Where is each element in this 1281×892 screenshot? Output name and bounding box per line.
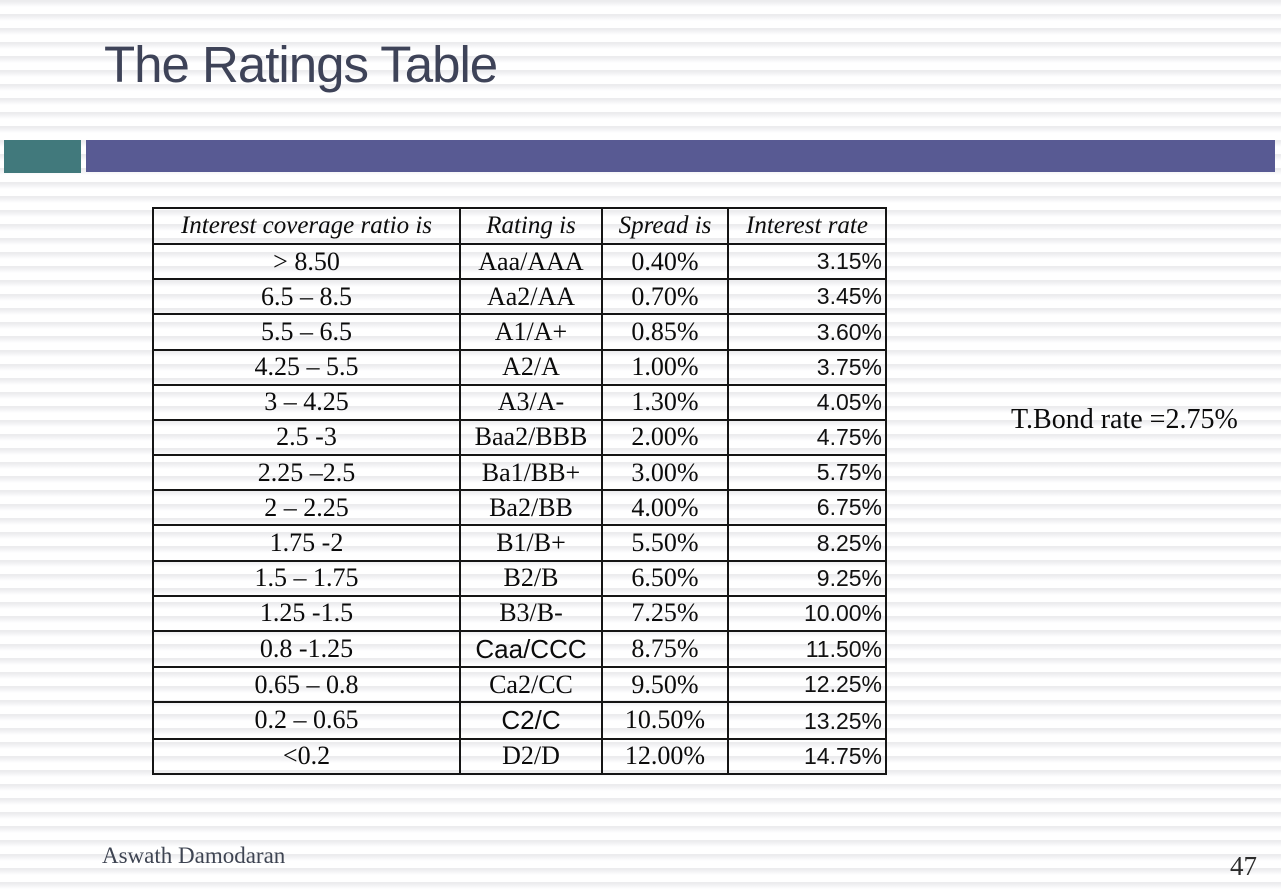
rating-cell: A3/A- bbox=[459, 383, 603, 421]
table-row: 1.25 -1.5 B3/B- 7.25% 10.00% bbox=[152, 594, 887, 632]
accent-teal-block bbox=[4, 140, 81, 173]
rating-cell: B2/B bbox=[459, 559, 603, 597]
ratio-cell: > 8.50 bbox=[152, 242, 461, 281]
interest-rate-cell: 4.05% bbox=[727, 383, 887, 421]
ratio-cell: 2.5 -3 bbox=[152, 418, 461, 457]
rating-cell: Caa/CCC bbox=[459, 629, 603, 669]
spread-cell: 1.30% bbox=[601, 383, 729, 421]
ratio-cell: 0.2 – 0.65 bbox=[152, 701, 461, 740]
rating-cell: Ca2/CC bbox=[459, 666, 603, 704]
tbond-rate-note: T.Bond rate =2.75% bbox=[1011, 404, 1238, 435]
interest-rate-cell: 3.60% bbox=[727, 313, 887, 351]
ratio-cell: 6.5 – 8.5 bbox=[152, 278, 461, 316]
interest-rate-cell: 12.25% bbox=[727, 666, 887, 704]
spread-cell: 4.00% bbox=[601, 489, 729, 527]
page-number: 47 bbox=[1230, 851, 1257, 881]
rating-cell: B1/B+ bbox=[459, 524, 603, 562]
ratio-cell: 1.75 -2 bbox=[152, 524, 461, 562]
column-header-interest-rate: Interest rate bbox=[727, 207, 887, 245]
column-header-rating: Rating is bbox=[459, 207, 603, 245]
rating-cell: C2/C bbox=[459, 701, 603, 740]
spread-cell: 0.70% bbox=[601, 278, 729, 316]
spread-cell: 8.75% bbox=[601, 629, 729, 669]
table-row: 1.5 – 1.75 B2/B 6.50% 9.25% bbox=[152, 559, 887, 597]
ratio-cell: 3 – 4.25 bbox=[152, 383, 461, 421]
column-header-spread: Spread is bbox=[601, 207, 729, 245]
spread-cell: 5.50% bbox=[601, 524, 729, 562]
ratio-cell: 1.5 – 1.75 bbox=[152, 559, 461, 597]
table-row: 6.5 – 8.5 Aa2/AA 0.70% 3.45% bbox=[152, 278, 887, 316]
table-header-row: Interest coverage ratio is Rating is Spr… bbox=[152, 207, 887, 245]
rating-cell: D2/D bbox=[459, 737, 603, 776]
footer-author: Aswath Damodaran bbox=[102, 843, 286, 868]
spread-cell: 12.00% bbox=[601, 737, 729, 776]
ratio-cell: 2.25 –2.5 bbox=[152, 454, 461, 492]
interest-rate-cell: 10.00% bbox=[727, 594, 887, 632]
column-header-interest-coverage-ratio: Interest coverage ratio is bbox=[152, 207, 461, 245]
ratio-cell: 5.5 – 6.5 bbox=[152, 313, 461, 351]
spread-cell: 0.85% bbox=[601, 313, 729, 351]
rating-cell: A1/A+ bbox=[459, 313, 603, 351]
interest-rate-cell: 6.75% bbox=[727, 489, 887, 527]
page-title: The Ratings Table bbox=[104, 36, 498, 93]
table-row: 2.5 -3 Baa2/BBB 2.00% 4.75% bbox=[152, 418, 887, 457]
ratio-cell: <0.2 bbox=[152, 737, 461, 776]
spread-cell: 9.50% bbox=[601, 666, 729, 704]
rating-cell: Baa2/BBB bbox=[459, 418, 603, 457]
ratio-cell: 1.25 -1.5 bbox=[152, 594, 461, 632]
rating-cell: Ba2/BB bbox=[459, 489, 603, 527]
interest-rate-cell: 8.25% bbox=[727, 524, 887, 562]
rating-cell: A2/A bbox=[459, 348, 603, 386]
spread-cell: 1.00% bbox=[601, 348, 729, 386]
interest-rate-cell: 3.45% bbox=[727, 278, 887, 316]
interest-rate-cell: 4.75% bbox=[727, 418, 887, 457]
spread-cell: 2.00% bbox=[601, 418, 729, 457]
table-row: 0.8 -1.25 Caa/CCC 8.75% 11.50% bbox=[152, 629, 887, 669]
ratings-table-body: > 8.50 Aaa/AAA 0.40% 3.15% 6.5 – 8.5 Aa2… bbox=[152, 242, 887, 776]
rating-cell: B3/B- bbox=[459, 594, 603, 632]
table-row: 2 – 2.25 Ba2/BB 4.00% 6.75% bbox=[152, 489, 887, 527]
table-row: 1.75 -2 B1/B+ 5.50% 8.25% bbox=[152, 524, 887, 562]
ratio-cell: 2 – 2.25 bbox=[152, 489, 461, 527]
ratio-cell: 0.65 – 0.8 bbox=[152, 666, 461, 704]
table-row: 0.2 – 0.65 C2/C 10.50% 13.25% bbox=[152, 701, 887, 740]
table-row: 4.25 – 5.5 A2/A 1.00% 3.75% bbox=[152, 348, 887, 386]
interest-rate-cell: 11.50% bbox=[727, 629, 887, 669]
interest-rate-cell: 5.75% bbox=[727, 454, 887, 492]
ratings-table: Interest coverage ratio is Rating is Spr… bbox=[152, 207, 887, 776]
interest-rate-cell: 13.25% bbox=[727, 701, 887, 740]
interest-rate-cell: 14.75% bbox=[727, 737, 887, 776]
table-row: 0.65 – 0.8 Ca2/CC 9.50% 12.25% bbox=[152, 666, 887, 704]
table-row: > 8.50 Aaa/AAA 0.40% 3.15% bbox=[152, 242, 887, 281]
table-row: 3 – 4.25 A3/A- 1.30% 4.05% bbox=[152, 383, 887, 421]
table-row: <0.2 D2/D 12.00% 14.75% bbox=[152, 737, 887, 776]
ratio-cell: 0.8 -1.25 bbox=[152, 629, 461, 669]
table-row: 5.5 – 6.5 A1/A+ 0.85% 3.60% bbox=[152, 313, 887, 351]
spread-cell: 7.25% bbox=[601, 594, 729, 632]
rating-cell: Ba1/BB+ bbox=[459, 454, 603, 492]
table-row: 2.25 –2.5 Ba1/BB+ 3.00% 5.75% bbox=[152, 454, 887, 492]
spread-cell: 6.50% bbox=[601, 559, 729, 597]
rating-cell: Aaa/AAA bbox=[459, 242, 603, 281]
ratio-cell: 4.25 – 5.5 bbox=[152, 348, 461, 386]
spread-cell: 10.50% bbox=[601, 701, 729, 740]
spread-cell: 3.00% bbox=[601, 454, 729, 492]
accent-purple-bar bbox=[86, 140, 1275, 172]
spread-cell: 0.40% bbox=[601, 242, 729, 281]
interest-rate-cell: 3.75% bbox=[727, 348, 887, 386]
rating-cell: Aa2/AA bbox=[459, 278, 603, 316]
interest-rate-cell: 3.15% bbox=[727, 242, 887, 281]
interest-rate-cell: 9.25% bbox=[727, 559, 887, 597]
